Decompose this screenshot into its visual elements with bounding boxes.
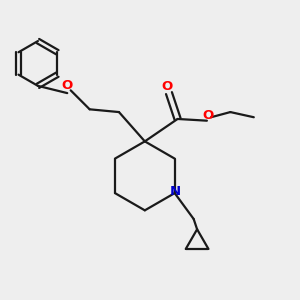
Text: O: O [162,80,173,93]
Text: O: O [61,79,72,92]
Text: N: N [170,184,181,197]
Text: O: O [202,110,214,122]
